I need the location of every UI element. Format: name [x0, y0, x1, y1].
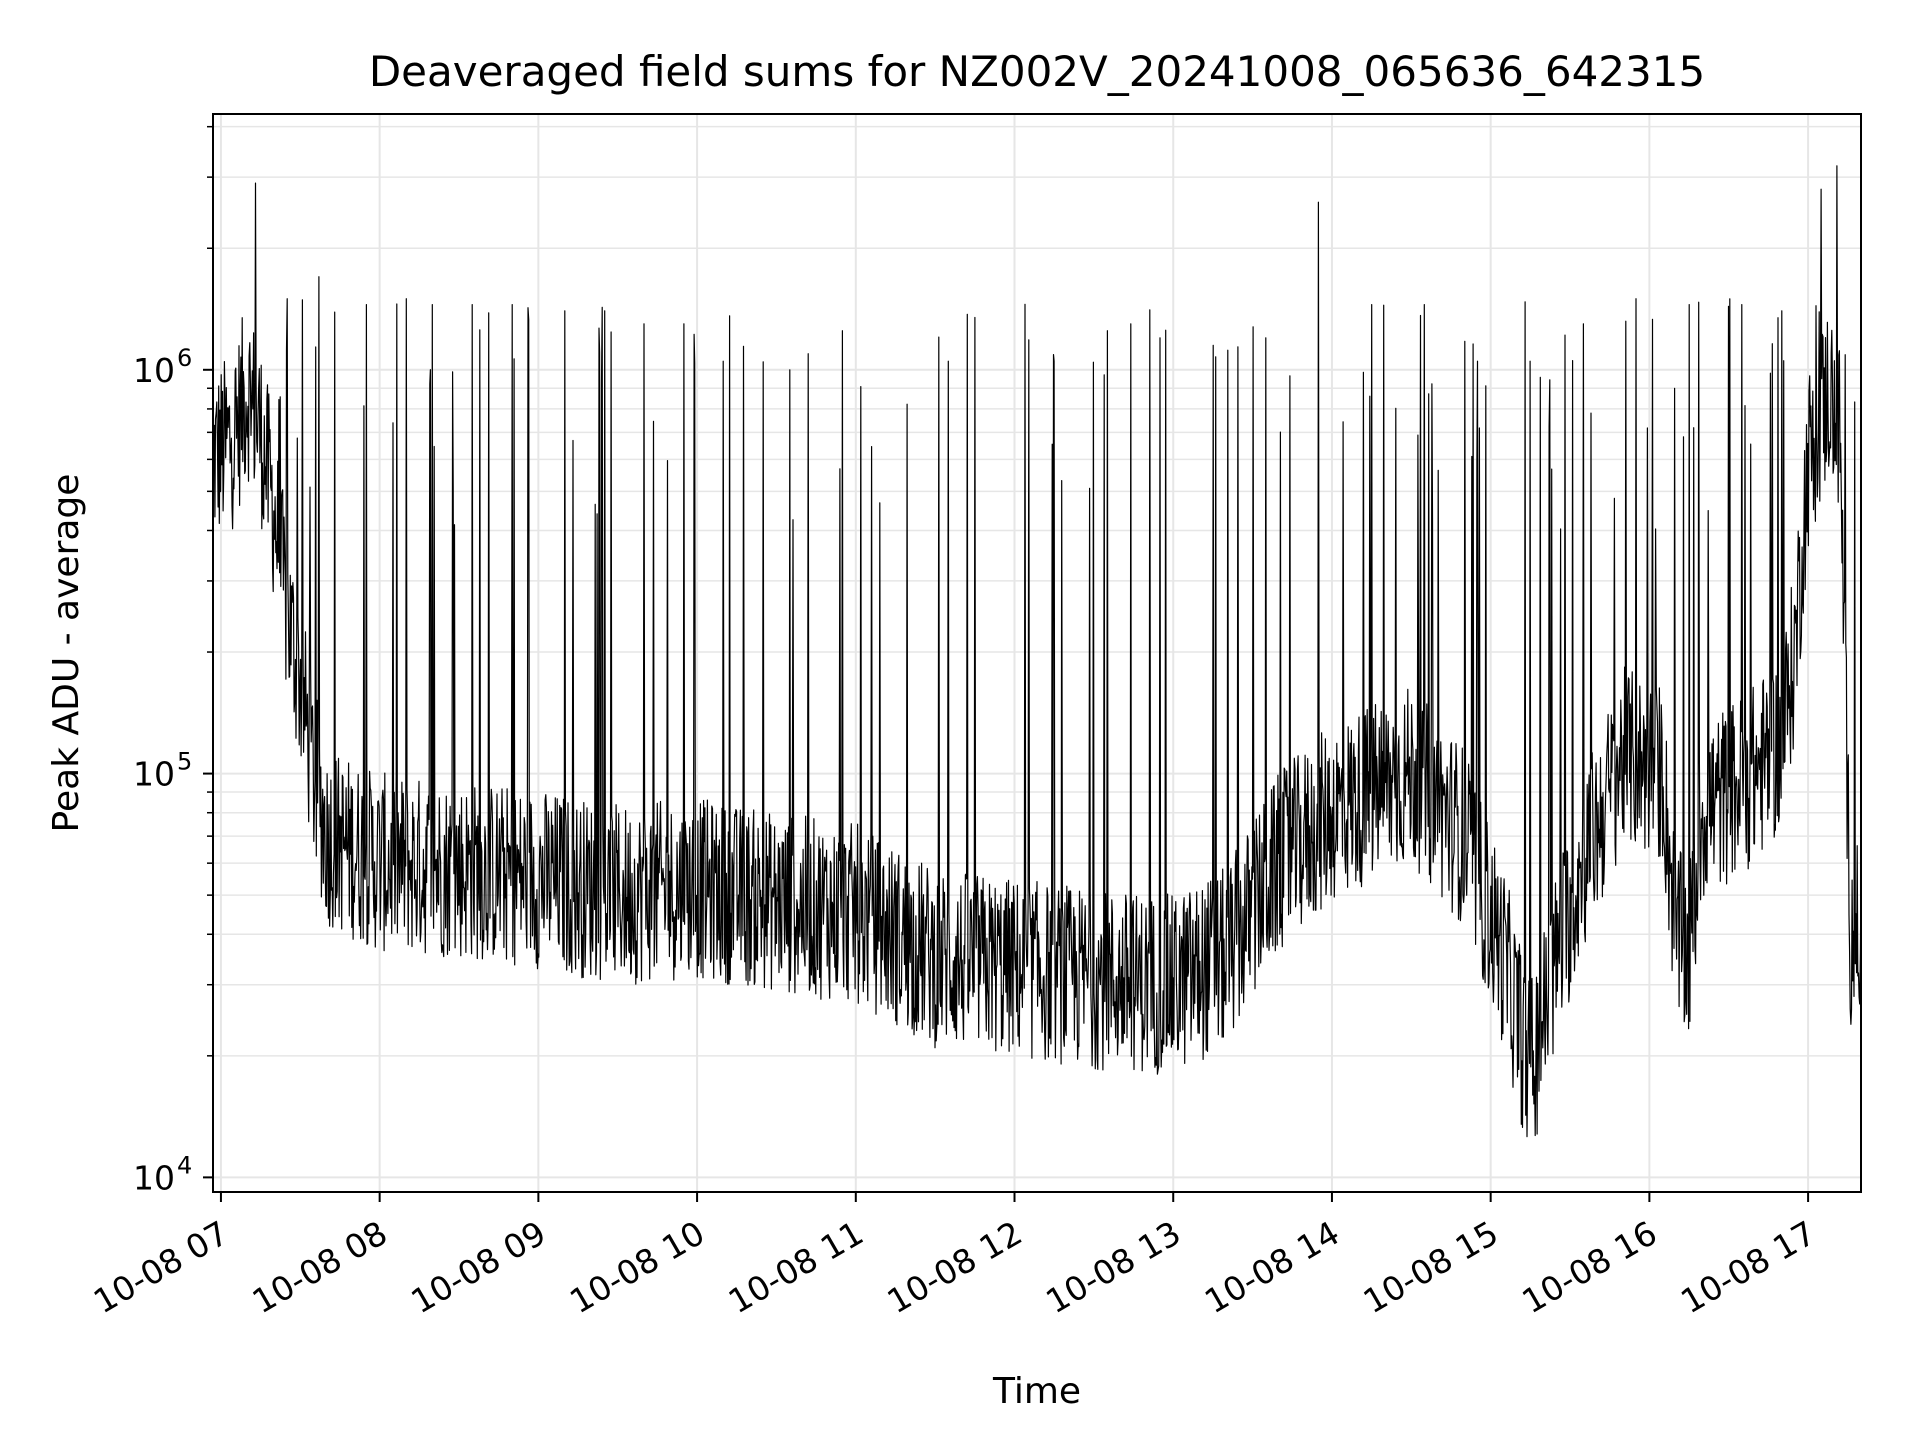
plot-frame — [212, 113, 1862, 1193]
y-tick-exponent: 6 — [177, 344, 192, 372]
chart-title: Deaveraged field sums for NZ002V_2024100… — [369, 47, 1705, 96]
y-tick-exponent: 4 — [177, 1151, 192, 1179]
x-tick-label: 10-08 10 — [563, 1213, 711, 1321]
y-tick-exponent: 5 — [177, 748, 192, 776]
x-tick-label: 10-08 09 — [404, 1213, 552, 1321]
series-line — [213, 165, 1861, 1138]
x-tick-label: 10-08 13 — [1039, 1213, 1187, 1321]
y-tick-label: 10 — [133, 1158, 175, 1197]
y-axis-label: Peak ADU - average — [46, 474, 87, 833]
x-tick-label: 10-08 08 — [246, 1213, 394, 1321]
y-tick-label: 10 — [133, 755, 175, 794]
series-trace — [213, 165, 1861, 1138]
x-tick-label: 10-08 17 — [1674, 1213, 1822, 1321]
x-tick-label: 10-08 16 — [1515, 1213, 1663, 1321]
x-tick-label: 10-08 12 — [881, 1213, 1029, 1321]
x-tick-label: 10-08 15 — [1357, 1213, 1505, 1321]
x-tick-label: 10-08 11 — [722, 1213, 870, 1321]
x-tick-label: 10-08 14 — [1198, 1213, 1346, 1321]
x-axis-label: Time — [992, 1371, 1081, 1412]
x-axis: 10-08 07 10-08 08 10-08 09 10-08 10 10-08 11… — [87, 1192, 1822, 1321]
x-tick-label: 10-08 07 — [87, 1213, 235, 1321]
y-tick-label: 10 — [133, 351, 175, 390]
